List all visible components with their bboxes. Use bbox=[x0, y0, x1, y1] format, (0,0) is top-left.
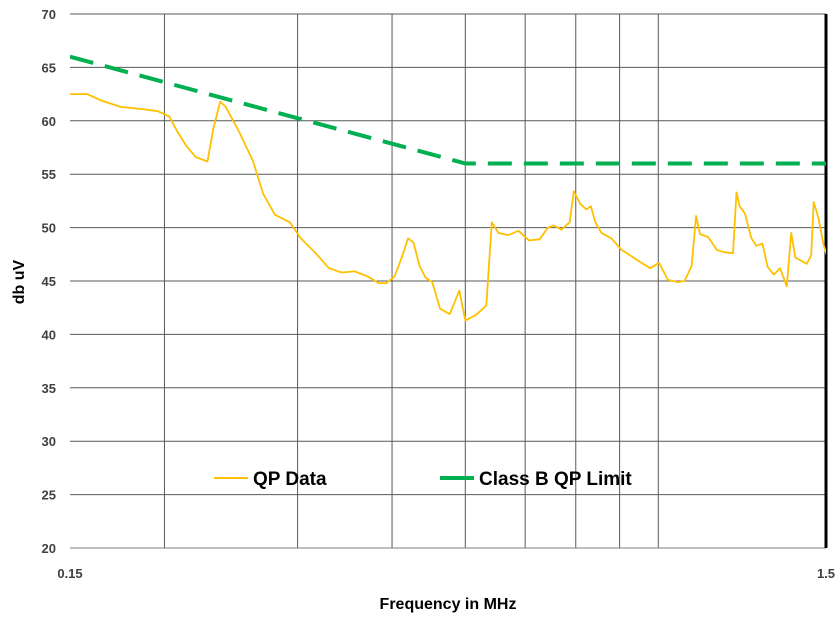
y-tick-label: 65 bbox=[42, 60, 56, 75]
grid-lines bbox=[70, 13, 826, 548]
series-line-0 bbox=[70, 93, 826, 322]
y-tick-label: 30 bbox=[42, 434, 56, 449]
y-tick-label: 25 bbox=[42, 488, 56, 503]
y-tick-label: 40 bbox=[42, 327, 56, 342]
x-tick-labels: 0.15 1.5 bbox=[57, 566, 835, 581]
y-tick-label: 70 bbox=[42, 7, 56, 22]
x-tick-label: 0.15 bbox=[57, 566, 82, 581]
series-lines bbox=[70, 54, 826, 322]
y-tick-label: 35 bbox=[42, 381, 56, 396]
y-tick-label: 45 bbox=[42, 274, 56, 289]
y-axis-title: db uV bbox=[11, 259, 28, 304]
x-tick-label: 1.5 bbox=[817, 566, 835, 581]
legend-label-class-b-qp-limit: Class B QP Limit bbox=[479, 469, 632, 490]
y-tick-labels: 20 25 30 35 40 45 50 55 60 65 70 bbox=[42, 7, 56, 556]
y-tick-label: 60 bbox=[42, 114, 56, 129]
legend: QP Data Class B QP Limit bbox=[214, 469, 632, 490]
y-tick-label: 55 bbox=[42, 167, 56, 182]
y-tick-label: 50 bbox=[42, 221, 56, 236]
legend-label-qp-data: QP Data bbox=[253, 469, 327, 490]
series-line-1 bbox=[70, 54, 826, 166]
x-axis-title: Frequency in MHz bbox=[380, 596, 517, 613]
y-tick-label: 20 bbox=[42, 541, 56, 556]
